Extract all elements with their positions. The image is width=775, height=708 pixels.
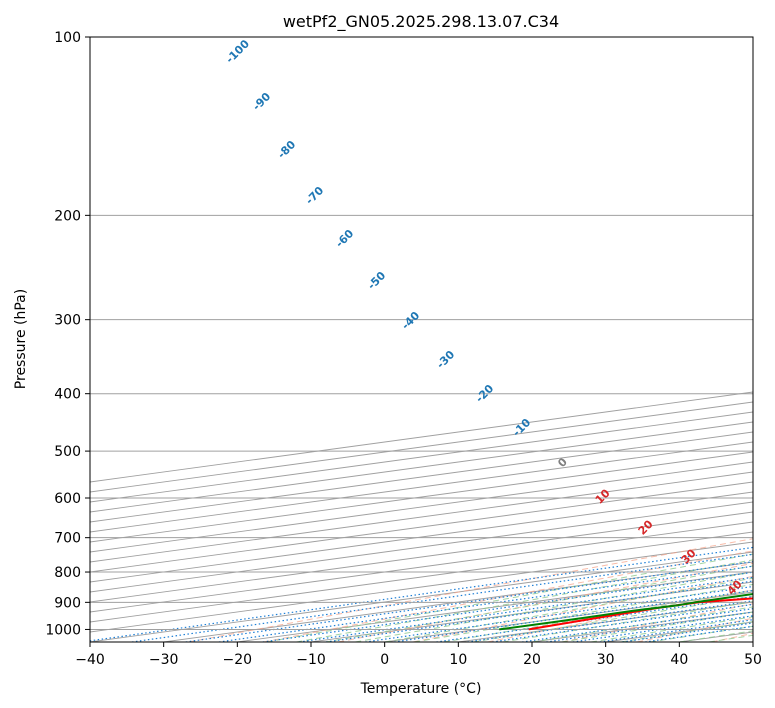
x-tick-label: 10 [449,652,467,668]
isotherm-line [90,521,753,613]
isotherm-line [90,471,753,563]
mixing-ratio-line [131,553,753,642]
x-tick-label: 30 [597,652,615,668]
chart-title: wetPf2_GN05.2025.298.13.07.C34 [283,12,559,32]
isotherm-line [90,511,753,603]
y-tick-label: 300 [54,313,81,329]
y-tick-label: 1000 [45,622,81,638]
y-tick-label: 600 [54,491,81,507]
y-tick-label: 500 [54,444,81,460]
moist-adiabat-line [443,589,753,642]
plot-frame [89,36,754,643]
y-axis-label: Pressure (hPa) [13,289,29,389]
pressure-gridlines [90,37,753,630]
mixing-ratio-line [522,608,753,642]
isotherm-line [90,531,753,623]
y-tick-label: 800 [54,565,81,581]
x-tick-label: −10 [296,652,326,668]
y-axis-ticks: 100 200 300 400 500 600 700 800 900 1000 [45,30,90,638]
dry-adiabat-line [412,575,753,642]
y-tick-label: 900 [54,595,81,611]
x-tick-label: −30 [149,652,179,668]
x-axis-ticks: −40 −30 −20 −10 0 10 20 30 40 50 [75,642,762,668]
y-tick-label: 200 [54,208,81,224]
isotherm-line [90,481,753,573]
y-tick-label: 700 [54,531,81,547]
isotherm-lines [90,391,753,642]
isotherm-line [90,501,753,593]
x-tick-label: −20 [223,652,253,668]
isotherm-line [90,461,753,553]
y-tick-label: 400 [54,387,81,403]
x-tick-label: 50 [744,652,762,668]
x-axis-label: Temperature (°C) [360,681,482,697]
x-tick-label: −40 [75,652,105,668]
dry-adiabat-lines [188,538,753,642]
mixing-ratio-line [90,546,753,642]
moist-adiabat-line [325,565,753,642]
mixing-ratio-line [467,600,753,642]
mixing-ratio-line [492,603,753,642]
x-tick-label: 20 [523,652,541,668]
isotherm-line [90,451,753,543]
isotherm-line [90,491,753,583]
x-tick-label: 40 [670,652,688,668]
dry-adiabat-line [338,562,753,642]
y-tick-label: 100 [54,30,81,46]
moist-adiabat-line [355,571,753,642]
dry-adiabat-line [188,538,753,642]
x-tick-label: 0 [380,652,389,668]
mixing-ratio-line [185,561,753,642]
